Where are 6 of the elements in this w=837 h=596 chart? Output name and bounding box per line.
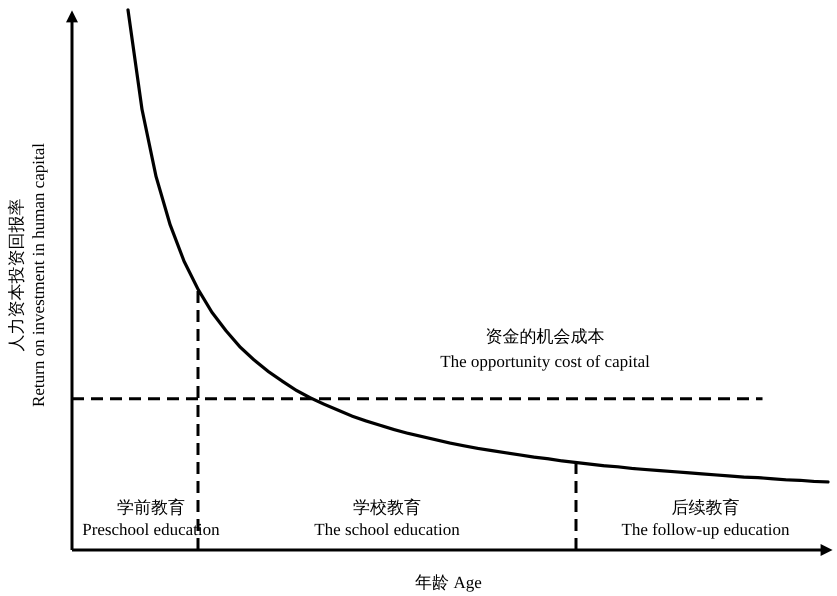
- x-axis-title: 年龄 Age: [415, 573, 482, 592]
- annotation: 后续教育 The follow-up education: [621, 498, 790, 539]
- ref-line-label: 资金的机会成本 The opportunity cost of capital: [440, 326, 650, 371]
- y-axis-title: 人力资本投资回报率 Return on investment in human capital: [7, 142, 48, 407]
- annotation: 学前教育 Preschool education: [82, 498, 220, 539]
- annotation: 学校教育 The school education: [314, 498, 460, 539]
